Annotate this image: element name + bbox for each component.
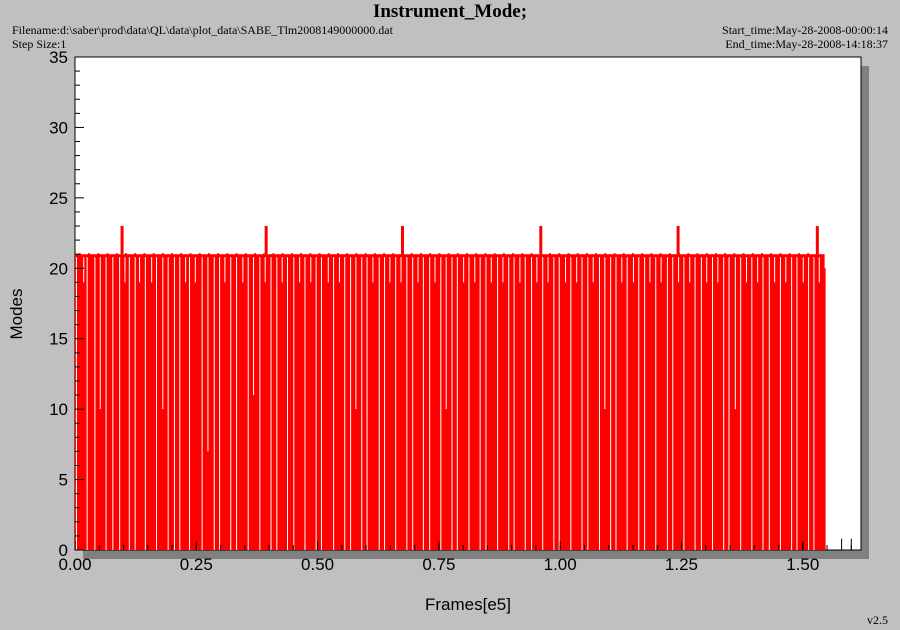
step-size-label: Step Size:1 [12,37,67,51]
x-axis: 0.00 0.25 0.50 0.75 1.00 1.25 1.50 [58,541,852,574]
y-tick-label: 5 [59,471,68,490]
x-tick-label: 1.00 [544,555,577,574]
x-tick-label: 0.25 [180,555,213,574]
y-axis-label: Modes [7,288,26,339]
x-tick-label: 1.50 [786,555,819,574]
x-axis-label: Frames[e5] [425,595,511,614]
end-time-label: End_time:May-28-2008-14:18:37 [725,37,888,51]
y-tick-label: 30 [49,118,68,137]
y-axis: 0 5 10 15 20 25 30 35 [49,48,84,560]
x-tick-label: 1.25 [665,555,698,574]
y-tick-label: 15 [49,330,68,349]
y-tick-label: 10 [49,400,68,419]
chart-title: Instrument_Mode; [372,1,528,22]
mode-fill [75,254,825,550]
y-tick-label: 25 [49,189,68,208]
start-time-label: Start_time:May-28-2008-00:00:14 [722,23,888,37]
series-modes [75,226,852,550]
y-tick-label: 0 [59,541,68,560]
y-tick-label: 35 [49,48,68,67]
x-tick-label: 0.50 [301,555,334,574]
version-label: v2.5 [867,613,888,627]
filename-label: Filename:d:\saber\prod\data\QL\data\plot… [12,23,393,37]
x-tick-label: 0.00 [58,555,91,574]
y-tick-label: 20 [49,259,68,278]
x-tick-label: 0.75 [422,555,455,574]
